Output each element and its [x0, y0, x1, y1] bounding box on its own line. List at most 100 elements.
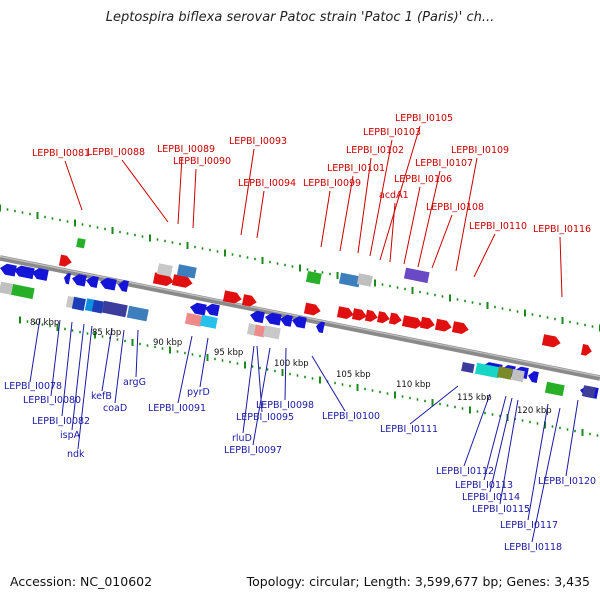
reverse-gene-label[interactable]: LEPBI_I0100 [322, 411, 380, 422]
reverse-gene-arrow[interactable] [63, 272, 71, 285]
reverse-gene-label[interactable]: LEPBI_I0117 [500, 520, 558, 531]
forward-gene-arrow[interactable] [351, 308, 368, 322]
reverse-gene-label[interactable]: LEPBI_I0098 [256, 400, 314, 411]
leader-line [320, 190, 331, 248]
feature-box[interactable] [262, 325, 281, 340]
forward-gene-arrow[interactable] [434, 318, 453, 333]
reverse-gene-arrow[interactable] [189, 302, 207, 316]
feature-box[interactable] [305, 271, 322, 285]
reverse-gene-label[interactable]: LEPBI_I0118 [504, 542, 562, 553]
forward-gene-label[interactable]: LEPBI_I0102 [346, 145, 404, 156]
reverse-gene-arrow[interactable] [0, 263, 17, 277]
forward-gene-arrow[interactable] [336, 306, 355, 320]
reverse-gene-label[interactable]: argG [123, 377, 146, 388]
feature-box[interactable] [101, 300, 128, 318]
feature-box[interactable] [581, 385, 596, 399]
reverse-gene-label[interactable]: ispA [60, 430, 81, 441]
reverse-gene-arrow[interactable] [264, 312, 282, 326]
forward-gene-label[interactable]: LEPBI_I0110 [469, 221, 527, 232]
reverse-gene-label[interactable]: LEPBI_I0112 [436, 466, 494, 477]
feature-box[interactable] [199, 314, 218, 329]
feature-box[interactable] [403, 267, 430, 284]
forward-gene-arrow[interactable] [580, 344, 593, 357]
forward-gene-arrow[interactable] [58, 254, 73, 268]
reverse-gene-arrow[interactable] [249, 310, 265, 324]
feature-box[interactable] [338, 272, 361, 288]
reverse-gene-label[interactable]: kefB [91, 391, 112, 402]
forward-gene-label[interactable]: LEPBI_I0107 [415, 158, 473, 169]
feature-box[interactable] [126, 305, 149, 322]
forward-gene-label[interactable]: LEPBI_I0090 [173, 156, 231, 167]
feature-box[interactable] [176, 264, 197, 279]
feature-box[interactable] [246, 323, 257, 336]
forward-gene-label[interactable]: LEPBI_I0103 [363, 127, 421, 138]
feature-box[interactable] [184, 312, 203, 327]
feature-box[interactable] [156, 263, 173, 277]
reverse-gene-label[interactable]: LEPBI_I0114 [462, 492, 520, 503]
forward-gene-label[interactable]: LEPBI_I0101 [327, 163, 385, 174]
feature-box[interactable] [71, 296, 86, 311]
feature-box[interactable] [76, 237, 86, 249]
reverse-gene-arrow[interactable] [13, 264, 35, 280]
reverse-gene-arrow[interactable] [204, 303, 220, 317]
feature-box[interactable] [253, 324, 266, 338]
forward-gene-label[interactable]: LEPBI_I0106 [394, 174, 452, 185]
forward-gene-arrow[interactable] [303, 302, 322, 317]
feature-box[interactable] [544, 381, 565, 397]
forward-gene-label[interactable]: LEPBI_I0088 [87, 147, 145, 158]
reverse-gene-label[interactable]: LEPBI_I0120 [538, 476, 596, 487]
forward-gene-arrow[interactable] [241, 294, 258, 308]
forward-gene-label[interactable]: LEPBI_I0093 [229, 136, 287, 147]
reverse-gene-arrow[interactable] [279, 314, 293, 327]
forward-gene-label[interactable]: LEPBI_I0099 [303, 178, 361, 189]
feature-box[interactable] [91, 299, 104, 314]
forward-gene-label[interactable]: LEPBI_I0089 [157, 144, 215, 155]
reverse-gene-arrow[interactable] [99, 277, 117, 291]
reverse-gene-label[interactable]: LEPBI_I0080 [23, 395, 81, 406]
reverse-gene-arrow[interactable] [71, 273, 87, 287]
forward-gene-arrow[interactable] [419, 316, 436, 331]
reverse-gene-label[interactable]: LEPBI_I0078 [4, 381, 62, 392]
forward-gene-label[interactable]: LEPBI_I0081 [32, 148, 90, 159]
reverse-gene-arrow[interactable] [291, 315, 307, 329]
forward-gene-arrow[interactable] [171, 274, 194, 289]
reverse-gene-label[interactable]: LEPBI_I0113 [455, 480, 513, 491]
reverse-gene-label[interactable]: LEPBI_I0082 [32, 416, 90, 427]
feature-box[interactable] [10, 284, 35, 300]
leader-lines [29, 125, 579, 543]
feature-box[interactable] [496, 366, 513, 380]
reverse-gene-label[interactable]: coaD [103, 403, 127, 414]
forward-gene-arrow[interactable] [401, 315, 424, 330]
feature-box[interactable] [0, 281, 13, 295]
feature-box[interactable] [461, 361, 475, 374]
reverse-gene-arrow[interactable] [31, 267, 49, 281]
reverse-gene-label[interactable]: LEPBI_I0097 [224, 445, 282, 456]
feature-box[interactable] [356, 273, 373, 287]
reverse-gene-label[interactable]: LEPBI_I0111 [380, 424, 438, 435]
forward-gene-arrow[interactable] [388, 312, 403, 326]
forward-gene-label[interactable]: acdA1 [379, 190, 409, 201]
reverse-gene-label[interactable]: pyrD [187, 387, 210, 398]
reverse-gene-label[interactable]: LEPBI_I0095 [236, 412, 294, 423]
reverse-gene-label[interactable]: LEPBI_I0115 [472, 504, 530, 515]
feature-box[interactable] [474, 362, 501, 379]
forward-gene-label[interactable]: LEPBI_I0108 [426, 202, 484, 213]
forward-gene-arrow[interactable] [541, 334, 562, 348]
forward-gene-arrow[interactable] [222, 290, 243, 304]
feature-box[interactable] [510, 369, 525, 383]
forward-gene-label[interactable]: LEPBI_I0094 [238, 178, 296, 189]
forward-gene-label[interactable]: LEPBI_I0109 [451, 145, 509, 156]
reverse-gene-label[interactable]: ndk [67, 449, 85, 460]
forward-gene-label[interactable]: LEPBI_I0105 [395, 113, 453, 124]
reverse-gene-label[interactable]: rluD [232, 433, 252, 444]
forward-gene-arrow[interactable] [451, 321, 470, 335]
forward-gene-arrow[interactable] [376, 311, 391, 324]
reverse-gene-arrow[interactable] [117, 279, 129, 292]
reverse-gene-arrow[interactable] [85, 275, 99, 288]
reverse-gene-arrow[interactable] [315, 321, 325, 334]
reverse-gene-label[interactable]: LEPBI_I0091 [148, 403, 206, 414]
reverse-gene-arrow[interactable] [527, 370, 539, 383]
forward-gene-label[interactable]: LEPBI_I0116 [533, 224, 591, 235]
forward-gene-arrow[interactable] [364, 309, 379, 323]
